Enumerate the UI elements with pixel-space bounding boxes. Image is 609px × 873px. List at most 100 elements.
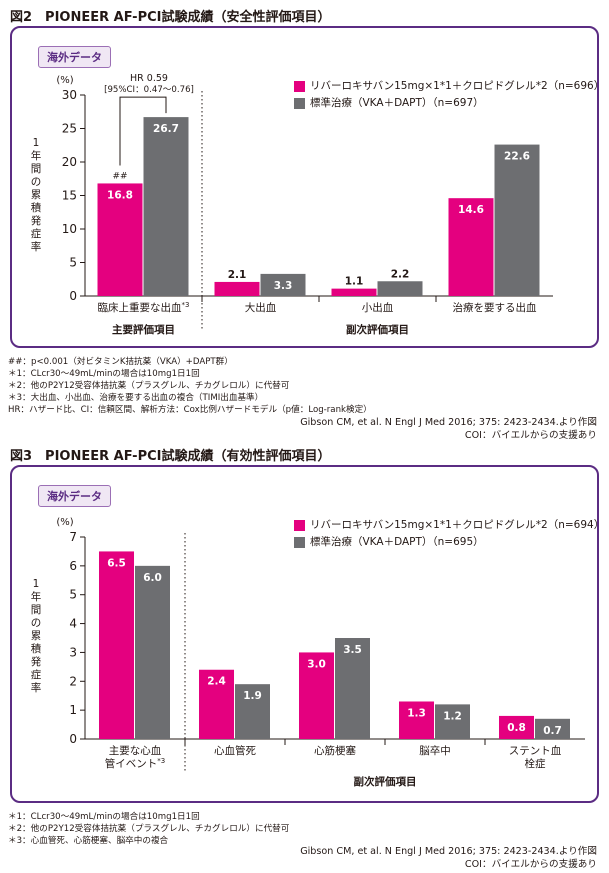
footnote: ##：p<0.001（対ビタミンK拮抗薬（VKA）+DAPT群） — [8, 357, 233, 367]
overseas-data-badge: 海外データ — [38, 485, 111, 507]
y-tick-label: 0 — [69, 289, 77, 303]
citation-source: Gibson CM, et al. N Engl J Med 2016; 375… — [300, 417, 597, 428]
category-label: 脳卒中 — [419, 744, 451, 757]
bar-rivaroxaban — [199, 669, 234, 739]
figure2-panel: 海外データ リバーロキサバン15mg×1*1＋クロピドグレル*2（n=696） … — [10, 26, 599, 348]
figure2-citation: Gibson CM, et al. N Engl J Med 2016; 375… — [300, 416, 597, 442]
category-label: ステント血栓症 — [509, 744, 562, 770]
y-axis-title: 1 年間の累積発症率 — [31, 137, 42, 253]
y-tick-label: 4 — [69, 617, 77, 631]
figure3-panel: 海外データ リバーロキサバン15mg×1*1＋クロピドグレル*2（n=694） … — [10, 465, 599, 803]
citation-coi: COI：バイエルからの支援あり — [464, 859, 597, 870]
legend-label-standard: 標準治療（VKA＋DAPT）（n=697） — [310, 97, 484, 109]
y-tick-label: 10 — [62, 222, 77, 236]
y-tick-label: 1 — [69, 703, 77, 717]
bar-rivaroxaban — [97, 183, 143, 296]
bar-value-label: 3.3 — [274, 280, 293, 292]
bar-standard — [143, 117, 189, 296]
bar-standard — [335, 638, 370, 739]
category-label: 臨床上重要な出血*3 — [98, 301, 190, 314]
y-axis-title: 1 年間の累積発症率 — [31, 578, 42, 694]
bar-rivaroxaban — [399, 701, 434, 739]
hazard-ratio-ci-label: [95%CI：0.47～0.76] — [104, 85, 194, 95]
hazard-ratio-bracket — [119, 96, 167, 166]
legend-label-rivaroxaban: リバーロキサバン15mg×1*1＋クロピドグレル*2（n=696） — [310, 80, 599, 92]
bar-rivaroxaban — [214, 281, 260, 296]
overseas-data-badge: 海外データ — [38, 46, 111, 68]
bar-standard — [494, 144, 540, 296]
legend-item-rivaroxaban: リバーロキサバン15mg×1*1＋クロピドグレル*2（n=694） — [294, 517, 599, 534]
y-tick-label: 30 — [62, 88, 77, 102]
category-label: 心血管死 — [214, 744, 256, 757]
footnote: HR：ハザード比、CI：信頼区間、解析方法：Cox比例ハザードモデル（p値：Lo… — [8, 405, 372, 415]
bar-value-label: 0.7 — [543, 725, 562, 737]
bar-value-label: 6.5 — [107, 557, 126, 569]
bar-value-label: 2.2 — [391, 268, 410, 280]
legend-item-standard: 標準治療（VKA＋DAPT）（n=695） — [294, 534, 597, 551]
footnote: ＊3：心血管死、心筋梗塞、脳卒中の複合 — [8, 836, 169, 846]
legend-label-rivaroxaban: リバーロキサバン15mg×1*1＋クロピドグレル*2（n=694） — [310, 519, 599, 531]
legend-item-rivaroxaban: リバーロキサバン15mg×1*1＋クロピドグレル*2（n=696） — [294, 78, 599, 95]
legend-swatch-rivaroxaban — [294, 81, 305, 92]
bar-value-label: 16.8 — [107, 189, 133, 201]
endpoint-group-label: 主要評価項目 — [112, 323, 175, 336]
citation-coi: COI：バイエルからの支援あり — [464, 430, 597, 441]
figure3-bar-chart: 0 1 2 3 4 5 6 7 (%) 1 年間の累積発症率 6.5 6.0 主要な心血管イベント*3 2.… — [31, 517, 585, 788]
bar-standard — [435, 704, 470, 739]
bar-value-label: 3.0 — [307, 658, 326, 670]
legend-swatch-standard — [294, 98, 305, 109]
figure3-title: 図3 PIONEER AF-PCI試験成績（有効性評価項目） — [10, 449, 331, 464]
bar-value-label: 1.1 — [345, 276, 364, 288]
bar-rivaroxaban — [299, 652, 334, 739]
bar-rivaroxaban — [99, 551, 134, 739]
bar-value-label: 6.0 — [143, 572, 162, 584]
bar-value-label: 26.7 — [153, 123, 179, 135]
footnote: ＊1：CLcr30～49mL/minの場合は10mg1日1回 — [8, 369, 200, 379]
figure2-footnotes: ##：p<0.001（対ビタミンK拮抗薬（VKA）+DAPT群） ＊1：CLcr… — [8, 356, 372, 416]
bar-standard — [377, 281, 423, 296]
footnote: ＊2：他のP2Y12受容体拮抗薬（プラスグレル、チカグレロル）に代替可 — [8, 824, 290, 834]
legend-swatch-rivaroxaban — [294, 520, 305, 531]
y-tick-label: 0 — [69, 732, 77, 746]
bar-value-label: 2.1 — [228, 269, 247, 281]
bar-value-label: 1.2 — [443, 710, 462, 722]
y-tick-label: 25 — [62, 122, 77, 136]
category-label: 主要な心血管イベント*3 — [105, 744, 165, 770]
bar-value-label: 3.5 — [343, 644, 362, 656]
category-label: 心筋梗塞 — [314, 744, 356, 757]
bar-standard — [535, 718, 570, 739]
bar-rivaroxaban — [331, 288, 377, 296]
bar-value-label: 1.9 — [243, 690, 262, 702]
footnote: ＊1：CLcr30～49mL/minの場合は10mg1日1回 — [8, 812, 200, 822]
y-tick-label: 15 — [62, 189, 77, 203]
y-tick-label: 5 — [69, 588, 77, 602]
bar-rivaroxaban — [499, 715, 534, 739]
category-label: 小出血 — [362, 301, 394, 314]
category-label: 治療を要する出血 — [453, 301, 537, 314]
bar-standard — [235, 684, 270, 739]
bar-value-label: 22.6 — [504, 151, 530, 163]
bar-value-label: 2.4 — [207, 676, 226, 688]
y-unit-label: (%) — [56, 75, 73, 86]
bar-value-label: 0.8 — [507, 722, 526, 734]
bar-standard — [135, 565, 170, 739]
citation-source: Gibson CM, et al. N Engl J Med 2016; 375… — [300, 846, 597, 857]
bar-standard — [260, 273, 306, 296]
endpoint-group-label: 副次評価項目 — [354, 775, 417, 788]
y-tick-label: 5 — [69, 256, 77, 270]
y-unit-label: (%) — [56, 517, 73, 528]
category-label: 大出血 — [245, 301, 277, 314]
footnote: ＊3：大出血、小出血、治療を要する出血の複合（TIMI出血基準） — [8, 393, 264, 403]
legend-label-standard: 標準治療（VKA＋DAPT）（n=695） — [310, 536, 484, 548]
hazard-ratio-label: HR 0.59 — [130, 73, 168, 84]
significance-mark: ## — [112, 171, 127, 181]
bar-value-label: 14.6 — [458, 204, 484, 216]
legend-item-standard: 標準治療（VKA＋DAPT）（n=697） — [294, 95, 597, 112]
figure2-legend: リバーロキサバン15mg×1*1＋クロピドグレル*2（n=696） 標準治療（V… — [294, 78, 599, 112]
endpoint-group-label: 副次評価項目 — [346, 323, 409, 336]
figure3-footnotes: ＊1：CLcr30～49mL/minの場合は10mg1日1回 ＊2：他のP2Y1… — [8, 811, 289, 847]
bar-rivaroxaban — [448, 198, 494, 296]
figure3-citation: Gibson CM, et al. N Engl J Med 2016; 375… — [300, 845, 597, 871]
bar-value-label: 1.3 — [407, 707, 426, 719]
y-tick-label: 3 — [69, 645, 77, 659]
